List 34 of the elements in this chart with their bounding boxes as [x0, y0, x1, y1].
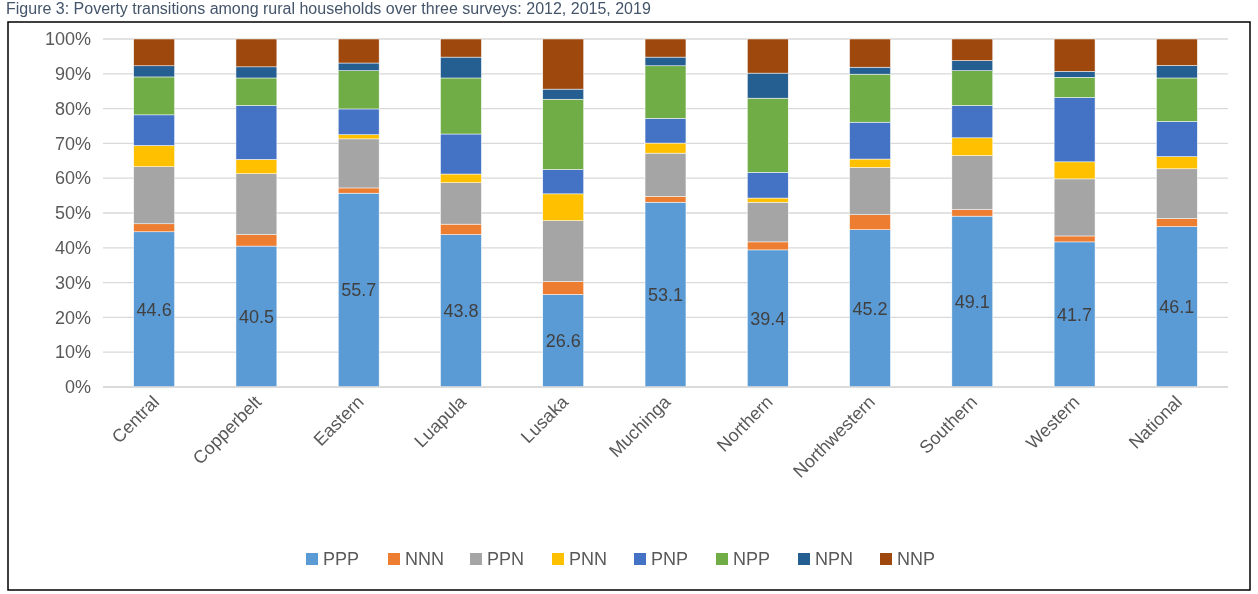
y-tick-label: 50%: [54, 203, 91, 224]
data-label: 49.1: [954, 291, 990, 312]
data-label: 55.7: [341, 280, 377, 301]
legend-label: PPN: [487, 549, 525, 570]
data-label: 53.1: [647, 284, 684, 305]
data-label: 41.7: [1057, 304, 1093, 325]
data-label: 45.2: [852, 298, 888, 319]
legend-label: PNN: [569, 549, 608, 570]
legend-label: PPP: [323, 549, 360, 570]
y-tick-label: 10%: [54, 342, 91, 363]
y-tick-label: 70%: [54, 133, 91, 154]
y-tick-label: 20%: [54, 307, 91, 328]
y-tick-label: 60%: [54, 168, 91, 189]
legend-label: PNP: [651, 549, 689, 570]
y-tick-label: 80%: [54, 98, 91, 119]
chart-title: Figure 3: Poverty transitions among rural households over three surveys: 2012, 2015, 2019: [6, 0, 651, 17]
legend-label: NNP: [897, 549, 936, 570]
bar: [337, 192, 380, 388]
legend-label: NNN: [405, 549, 444, 570]
y-tick-label: 30%: [54, 272, 91, 293]
bar: [644, 201, 687, 388]
y-tick-label: 100%: [44, 29, 91, 50]
data-label: 26.6: [545, 331, 581, 352]
y-tick-label: 0%: [64, 377, 91, 398]
data-label: 39.4: [750, 308, 786, 329]
bar: [1053, 241, 1096, 388]
legend-label: NPP: [733, 549, 771, 570]
y-tick-label: 90%: [54, 64, 91, 85]
data-label: 44.6: [136, 299, 172, 320]
data-label: 43.8: [443, 301, 479, 322]
data-label: 46.1: [1159, 297, 1195, 318]
legend-label: NPN: [815, 549, 854, 570]
data-label: 40.5: [238, 306, 274, 327]
y-tick-label: 40%: [54, 238, 91, 259]
